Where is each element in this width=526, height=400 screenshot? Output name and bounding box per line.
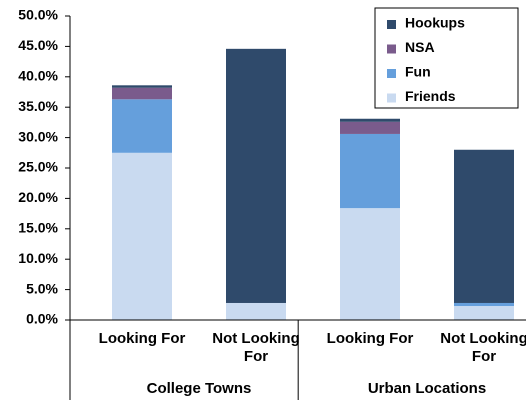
- bar-segment: [226, 302, 286, 320]
- x-tick-label: Not Looking For: [440, 330, 526, 365]
- bar-segment: [112, 99, 172, 153]
- legend-swatch: [387, 20, 396, 29]
- legend-swatch: [387, 69, 396, 78]
- bar-segment: [112, 152, 172, 320]
- x-tick-label: Looking For: [98, 330, 186, 347]
- y-tick-label: 20.0%: [18, 189, 58, 205]
- y-tick-label: 10.0%: [18, 250, 58, 266]
- legend-swatch: [387, 44, 396, 54]
- legend-label: Hookups: [405, 15, 465, 31]
- bar-segment: [112, 85, 172, 88]
- legend-label: NSA: [405, 39, 435, 55]
- y-tick-label: 35.0%: [18, 98, 58, 114]
- bar-segment: [340, 208, 400, 320]
- bar-segment: [454, 306, 514, 320]
- y-tick-label: 50.0%: [18, 7, 58, 23]
- y-tick-label: 30.0%: [18, 128, 58, 144]
- legend-label: Friends: [405, 88, 456, 104]
- x-tick-label: Not Looking For: [212, 330, 300, 365]
- legend-box: [374, 7, 519, 109]
- y-tick-label: 25.0%: [18, 159, 58, 175]
- bar-segment: [112, 87, 172, 100]
- y-tick-label: 0.0%: [26, 311, 58, 327]
- group-label: Urban Locations: [367, 380, 487, 397]
- y-tick-label: 40.0%: [18, 68, 58, 84]
- group-label: College Towns: [146, 380, 252, 397]
- y-tick-label: 15.0%: [18, 220, 58, 236]
- bar-segment: [340, 121, 400, 134]
- bar-segment: [454, 302, 514, 307]
- y-tick-label: 5.0%: [26, 280, 58, 296]
- bar-segment: [340, 133, 400, 209]
- legend-swatch: [387, 93, 396, 103]
- y-tick-label: 45.0%: [18, 37, 58, 53]
- bar-segment: [340, 118, 400, 122]
- x-tick-label: Looking For: [326, 330, 414, 347]
- bar-segment: [226, 48, 286, 303]
- legend-label: Fun: [405, 64, 431, 80]
- bar-segment: [454, 149, 514, 303]
